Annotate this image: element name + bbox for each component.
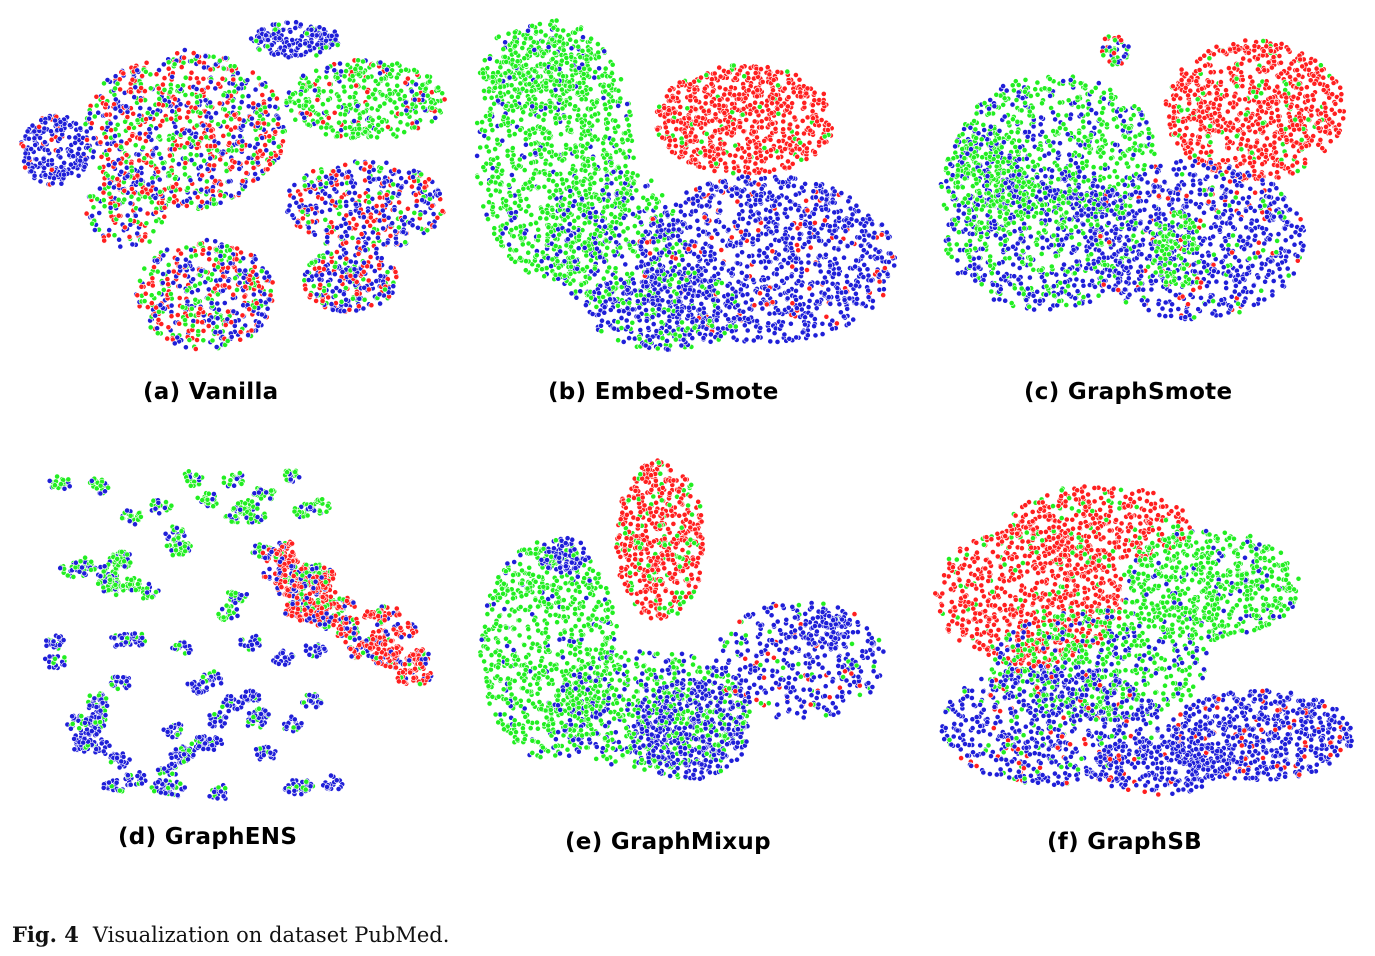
caption-f: (f) GraphSB [1047, 829, 1203, 855]
caption-e: (e) GraphMixup [565, 829, 771, 855]
caption-c: (c) GraphSmote [1024, 379, 1233, 405]
caption-d: (d) GraphENS [118, 824, 298, 850]
tsne-plot-graphens [42, 467, 434, 802]
panel-a-scatter [15, 10, 448, 360]
tsne-plot-graphmixup [477, 457, 887, 782]
panel-c-scatter [925, 10, 1355, 360]
tsne-plot-embed-smote [474, 17, 898, 353]
panel-b-scatter [465, 10, 898, 360]
figure-caption-text: Visualization on dataset PubMed. [92, 923, 450, 947]
panel-d-scatter [15, 455, 460, 805]
caption-a: (a) Vanilla [143, 379, 279, 405]
tsne-plot-graphsb [932, 483, 1355, 798]
panel-e-scatter [470, 450, 915, 800]
tsne-plot-graphsmote [938, 33, 1347, 322]
tsne-plot-vanilla [18, 19, 448, 352]
panel-f-scatter [930, 465, 1370, 815]
figure-caption: Fig. 4 Visualization on dataset PubMed. [12, 922, 449, 947]
figure-label: Fig. 4 [12, 922, 79, 947]
caption-b: (b) Embed-Smote [548, 379, 779, 405]
